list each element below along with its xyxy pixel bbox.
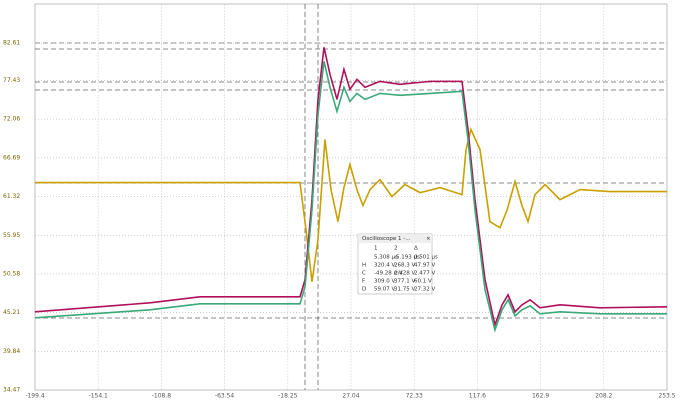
x-tick-label: 253.5: [658, 393, 675, 400]
y-tick-label: 45.21: [3, 309, 20, 316]
x-tick-label: -18.25: [278, 393, 298, 400]
x-tick-label: -154.1: [89, 393, 109, 400]
table-cell: 377.1 V: [394, 279, 415, 285]
y-tick-label: 39.84: [3, 348, 20, 355]
table-cell: 47.97 V: [414, 263, 435, 269]
y-tick-label: 66.69: [3, 154, 20, 161]
plot-layer: 34.47 39.84 45.21 50.58 55.95 61.32 66.69 72.06…: [3, 4, 676, 400]
x-tick-label: 208.2: [595, 393, 612, 400]
waveform: [35, 127, 667, 282]
table-cell: -49.28 mV: [374, 271, 403, 277]
table-cell: 2.477 V: [414, 271, 435, 277]
y-tick-label: 55.95: [3, 232, 20, 239]
table-cell: H: [362, 263, 366, 269]
y-tick-label: 82.61: [3, 40, 20, 47]
column-header: 2: [394, 246, 398, 252]
table-cell: 268.3 V: [394, 263, 415, 269]
table-cell: 27.32 V: [414, 287, 435, 293]
x-tick-label: -63.54: [215, 393, 235, 400]
x-tick-label: -108.8: [152, 393, 172, 400]
x-tick-label: 72.33: [406, 393, 423, 400]
table-cell: F: [362, 279, 365, 285]
table-cell: D: [362, 287, 366, 293]
x-tick-label: 162.9: [532, 393, 549, 400]
x-tick-label: -199.4: [25, 393, 45, 400]
table-cell: 31.75 V: [394, 287, 415, 293]
table-header: [358, 234, 432, 243]
table-cell: 320.4 V: [374, 263, 395, 269]
close-icon[interactable]: ×: [426, 236, 431, 242]
table-cell: 0.501 µs: [414, 255, 438, 261]
table-cell: 60.1 V: [414, 279, 432, 285]
table-cell: 5.308 µs: [374, 255, 398, 261]
y-tick-label: 50.58: [3, 270, 20, 277]
y-tick-label: 61.32: [3, 193, 20, 200]
table-title: Oscilloscope 1 -...: [362, 236, 411, 242]
cursor-table: Oscilloscope 1 -... × 1 2 Δ 5.308 µs-5.193 …: [357, 233, 438, 295]
table-body: 1 2 Δ 5.308 µs-5.193 µs0.501 µs H 320.4 V268.…: [362, 246, 438, 293]
y-tick-label: 77.43: [3, 77, 20, 84]
table-cell: 59.07 V: [374, 287, 395, 293]
column-header: Δ: [414, 246, 418, 252]
table-cell: 2.428 V: [394, 271, 415, 277]
column-header: 1: [374, 246, 378, 252]
x-tick-label: 117.6: [469, 393, 486, 400]
table-cell: -5.193 µs: [394, 255, 420, 261]
table-cell: 309.0 V: [374, 279, 395, 285]
table-cell: C: [362, 271, 366, 277]
table-box: [357, 233, 433, 295]
y-tick-label: 72.06: [3, 116, 20, 123]
y-tick-label: 34.47: [3, 387, 20, 394]
x-tick-label: 27.04: [342, 393, 359, 400]
waveform: [34, 61, 667, 333]
